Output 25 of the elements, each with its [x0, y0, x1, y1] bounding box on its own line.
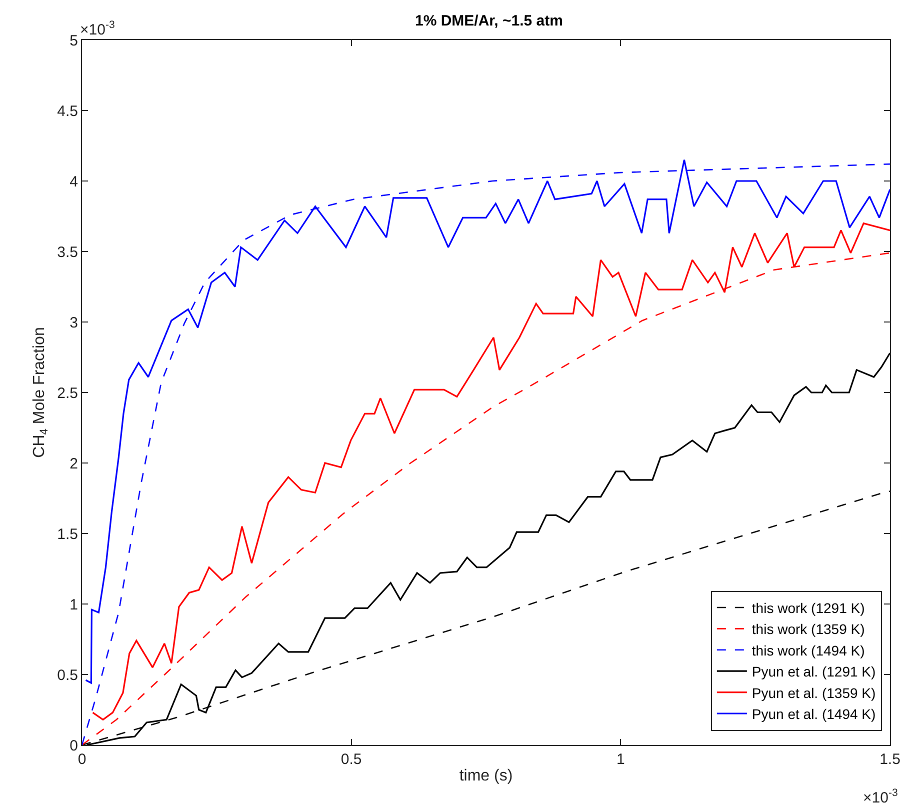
- x-tick-label: 0.5: [340, 751, 362, 768]
- y-tick-label: 0.5: [57, 666, 78, 684]
- y-tick-label: 0: [70, 737, 78, 754]
- legend-label: this work (1291 K): [752, 600, 865, 616]
- text: ×10$^{-3}$: [80, 19, 115, 38]
- legend-label: Pyun et al. (1359 K): [752, 684, 876, 701]
- y-tick-label: 3.5: [57, 244, 78, 261]
- y-tick-label: 3: [70, 314, 78, 332]
- x-tick-label: 1.5: [880, 751, 900, 768]
- legend-label: this work (1494 K): [752, 642, 865, 658]
- legend-label: this work (1359 K): [752, 621, 865, 638]
- chart-title: 1% DME/Ar, ~1.5 atm: [415, 12, 563, 30]
- x-axis-title: time (s): [459, 768, 513, 785]
- legend-label: Pyun et al. (1291 K): [752, 664, 876, 680]
- line-series: [86, 352, 890, 745]
- y-tick-label: 5: [70, 32, 78, 50]
- y-tick-label: 2.5: [57, 384, 78, 402]
- text: ×10$^{-3}$: [863, 787, 898, 806]
- y-tick-label: 1.5: [57, 526, 78, 543]
- legend-label: Pyun et al. (1494 K): [752, 706, 876, 722]
- x-tick-label: 1: [616, 751, 625, 768]
- y-tick-label: 4: [70, 173, 78, 190]
- y-tick-label: 2: [70, 455, 78, 472]
- y-tick-label: 4.5: [57, 102, 78, 120]
- y-tick-label: 1: [70, 596, 78, 614]
